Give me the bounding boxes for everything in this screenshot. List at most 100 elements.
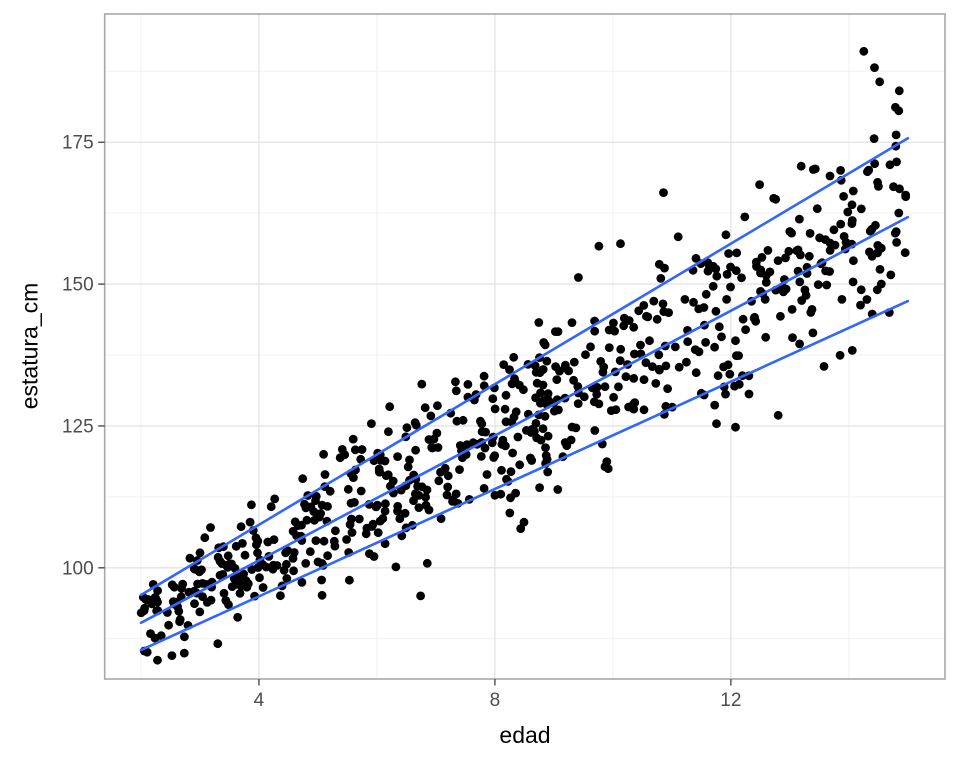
scatter-point <box>319 536 329 546</box>
scatter-point <box>541 451 551 460</box>
scatter-point <box>865 226 875 236</box>
scatter-point <box>440 463 450 473</box>
scatter-point <box>744 389 754 399</box>
scatter-point <box>876 243 886 253</box>
scatter-point <box>146 629 155 638</box>
scatter-point <box>443 471 453 481</box>
scatter-point <box>543 467 553 477</box>
x-tick-label: 8 <box>490 690 501 711</box>
scatter-point <box>763 246 773 255</box>
scatter-point <box>901 192 911 202</box>
scatter-point <box>836 166 845 175</box>
scatter-point <box>142 647 152 657</box>
scatter-point <box>690 345 700 354</box>
scatter-point <box>258 583 268 592</box>
scatter-point <box>490 490 500 500</box>
scatter-point <box>245 517 255 527</box>
scatter-point <box>658 299 668 309</box>
scatter-point <box>652 314 662 324</box>
scatter-point <box>856 300 865 310</box>
scatter-point <box>691 368 701 378</box>
scatter-point <box>731 336 740 346</box>
scatter-point <box>837 295 847 304</box>
scatter-point <box>317 500 327 510</box>
scatter-point <box>539 396 548 406</box>
quantile-line-median <box>139 215 910 625</box>
scatter-point <box>380 506 390 516</box>
y-tick-label: 150 <box>62 275 94 296</box>
scatter-point <box>725 369 735 379</box>
scatter-point <box>674 362 684 372</box>
scatter-point <box>270 494 280 504</box>
scatter-point <box>487 438 497 448</box>
scatter-point <box>540 411 550 421</box>
scatter-point <box>538 424 548 434</box>
scatter-point <box>432 428 442 438</box>
scatter-point <box>734 379 744 389</box>
scatter-point <box>784 246 794 256</box>
scatter-point <box>508 448 517 458</box>
scatter-point <box>316 509 325 518</box>
scatter-point <box>462 440 472 449</box>
scatter-point <box>433 401 442 411</box>
scatter-point <box>253 548 262 558</box>
scatter-point <box>178 579 188 589</box>
scatter-point <box>710 342 719 352</box>
scatter-point <box>603 464 613 474</box>
scatter-point <box>656 274 666 283</box>
scatter-point <box>490 404 500 414</box>
scatter-point <box>371 502 381 512</box>
scatter-point <box>636 340 645 350</box>
scatter-point <box>233 612 243 622</box>
scatter-point <box>711 306 721 316</box>
scatter-point <box>661 361 671 371</box>
scatter-point <box>648 362 657 371</box>
scatter-point <box>311 536 321 545</box>
scatter-point <box>609 318 618 328</box>
scatter-point <box>391 562 401 572</box>
scatter-point <box>411 445 420 455</box>
scatter-point <box>732 248 742 258</box>
scatter-point <box>253 536 263 546</box>
scatter-point <box>442 490 452 500</box>
scatter-point <box>788 333 797 342</box>
scatter-point <box>498 435 508 445</box>
scatter-point <box>532 433 542 443</box>
scatter-point <box>886 270 896 280</box>
scatter-point <box>567 318 577 327</box>
scatter-point <box>206 523 215 532</box>
scatter-point <box>825 171 835 181</box>
scatter-point <box>153 655 162 665</box>
scatter-point <box>581 350 590 360</box>
scatter-point <box>719 362 728 372</box>
scatter-point <box>659 307 669 316</box>
scatter-point <box>417 379 427 389</box>
scatter-point <box>792 246 802 256</box>
scatter-point <box>839 192 848 201</box>
scatter-point <box>198 579 207 588</box>
scatter-point <box>229 574 239 583</box>
scatter-point <box>839 232 849 241</box>
scatter-point <box>501 390 511 400</box>
scatter-point <box>659 188 668 198</box>
scatter-point <box>505 365 514 374</box>
scatter-point <box>167 651 177 660</box>
scatter-point <box>614 382 623 392</box>
scatter-point <box>378 514 388 523</box>
scatter-point <box>864 165 874 175</box>
scatter-point <box>629 404 639 414</box>
scatter-point <box>510 374 519 384</box>
scatter-point <box>185 553 195 563</box>
scatter-point <box>598 367 608 377</box>
scatter-point <box>761 278 771 287</box>
scatter-point <box>500 404 510 414</box>
scatter-point <box>806 308 816 317</box>
scatter-point <box>516 524 526 533</box>
scatter-point <box>224 559 234 569</box>
scatter-point <box>616 344 626 354</box>
panel-border <box>103 13 946 680</box>
scatter-point <box>368 519 378 529</box>
scatter-point <box>621 372 631 382</box>
scatter-point <box>236 522 246 532</box>
scatter-point <box>345 575 354 585</box>
